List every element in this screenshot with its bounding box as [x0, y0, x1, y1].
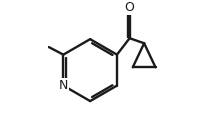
Text: N: N [59, 79, 68, 92]
Text: O: O [125, 1, 135, 14]
